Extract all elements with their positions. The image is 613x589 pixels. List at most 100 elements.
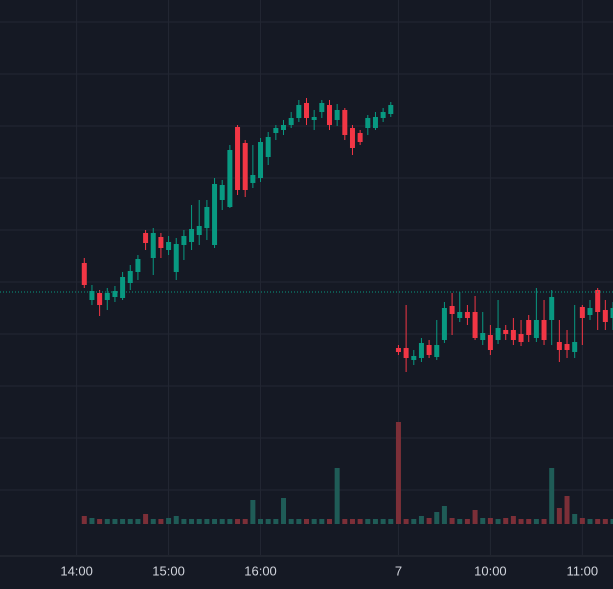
- candle-body: [556, 342, 562, 350]
- candle-body: [518, 334, 524, 342]
- volume-bar: [503, 518, 509, 524]
- candle-body: [357, 133, 363, 142]
- volume-bar: [549, 468, 555, 524]
- x-tick-label: 16:00: [244, 563, 277, 578]
- candle-body: [549, 297, 555, 320]
- candle-body: [487, 335, 493, 350]
- candle-body: [388, 105, 394, 114]
- candle-body: [112, 291, 118, 297]
- candle-body: [242, 143, 248, 190]
- candle-body: [457, 312, 463, 318]
- candle-body: [258, 142, 264, 178]
- candle-body: [495, 328, 501, 340]
- volume-bar: [250, 500, 256, 524]
- volume-bar: [173, 516, 179, 524]
- candle-body: [564, 344, 570, 350]
- candle-body: [526, 320, 532, 335]
- volume-bar: [572, 514, 578, 524]
- volume-bar: [204, 519, 210, 524]
- x-tick-label: 10:00: [474, 563, 507, 578]
- volume-bar: [480, 518, 486, 524]
- volume-bar: [349, 519, 355, 524]
- candle-body: [464, 312, 470, 318]
- candle-body: [304, 103, 309, 118]
- volume-bar: [487, 518, 493, 524]
- volume-bar: [426, 518, 432, 524]
- x-tick-label: 15:00: [152, 563, 185, 578]
- volume-bar: [472, 510, 478, 524]
- candle-body: [127, 271, 133, 283]
- candle-body: [503, 330, 509, 334]
- candle-body: [449, 306, 455, 314]
- volume-bar: [158, 519, 164, 524]
- volume-bar: [326, 519, 332, 524]
- candle-body: [395, 348, 401, 352]
- volume-bar: [533, 519, 539, 524]
- candle-body: [181, 236, 187, 245]
- candle-body: [143, 233, 149, 243]
- volume-bar: [556, 508, 562, 524]
- candle-body: [212, 184, 218, 245]
- candle-body: [587, 308, 593, 315]
- volume-bar: [212, 519, 218, 524]
- candle-body: [173, 244, 179, 272]
- candle-body: [434, 345, 440, 357]
- volume-bar: [595, 519, 601, 524]
- volume-bar: [112, 519, 118, 524]
- candle-body: [296, 105, 302, 118]
- volume-bar: [365, 519, 371, 524]
- volume-bar: [464, 519, 470, 524]
- volume-bar: [81, 516, 87, 524]
- volume-bar: [357, 519, 363, 524]
- candle-body: [472, 312, 478, 338]
- volume-bar: [120, 519, 126, 524]
- volume-bar: [449, 518, 455, 524]
- candle-body: [204, 207, 210, 228]
- candle-body: [610, 308, 613, 318]
- volume-bar: [342, 519, 348, 524]
- volume-bar: [434, 512, 440, 524]
- candle-body: [120, 277, 126, 298]
- volume-bar: [579, 518, 585, 524]
- volume-bar: [242, 519, 248, 524]
- candle-body: [480, 333, 486, 340]
- volume-bar: [510, 516, 516, 524]
- candle-body: [265, 137, 271, 157]
- volume-bar: [304, 519, 309, 524]
- volume-bar: [311, 519, 317, 524]
- volume-bar: [602, 519, 608, 524]
- volume-bar: [395, 422, 401, 524]
- volume-bar: [288, 519, 294, 524]
- candle-body: [595, 290, 601, 312]
- volume-bar: [587, 519, 593, 524]
- volume-bar: [403, 519, 409, 524]
- volume-bar: [166, 518, 172, 524]
- candle-body: [349, 128, 355, 148]
- volume-bar: [258, 519, 264, 524]
- candle-body: [372, 117, 378, 128]
- x-tick-label: 14:00: [60, 563, 93, 578]
- candle-body: [418, 343, 424, 358]
- volume-bar: [189, 519, 195, 524]
- candle-body: [227, 150, 233, 207]
- candle-body: [441, 308, 447, 340]
- volume-bar: [97, 519, 103, 524]
- candle-body: [288, 118, 294, 125]
- volume-bar: [319, 519, 325, 524]
- candle-body: [196, 226, 202, 235]
- volume-bar: [518, 519, 524, 524]
- candle-body: [97, 293, 103, 305]
- volume-bar: [89, 518, 95, 524]
- candle-body: [365, 118, 371, 128]
- volume-bar: [610, 519, 613, 524]
- candle-body: [235, 127, 241, 190]
- volume-bar: [296, 519, 302, 524]
- volume-bar: [273, 519, 279, 524]
- volume-bar: [457, 519, 463, 524]
- volume-bar: [181, 519, 187, 524]
- candle-body: [380, 112, 386, 118]
- volume-bar: [196, 519, 202, 524]
- volume-bar: [281, 498, 287, 524]
- volume-pane: [81, 422, 613, 524]
